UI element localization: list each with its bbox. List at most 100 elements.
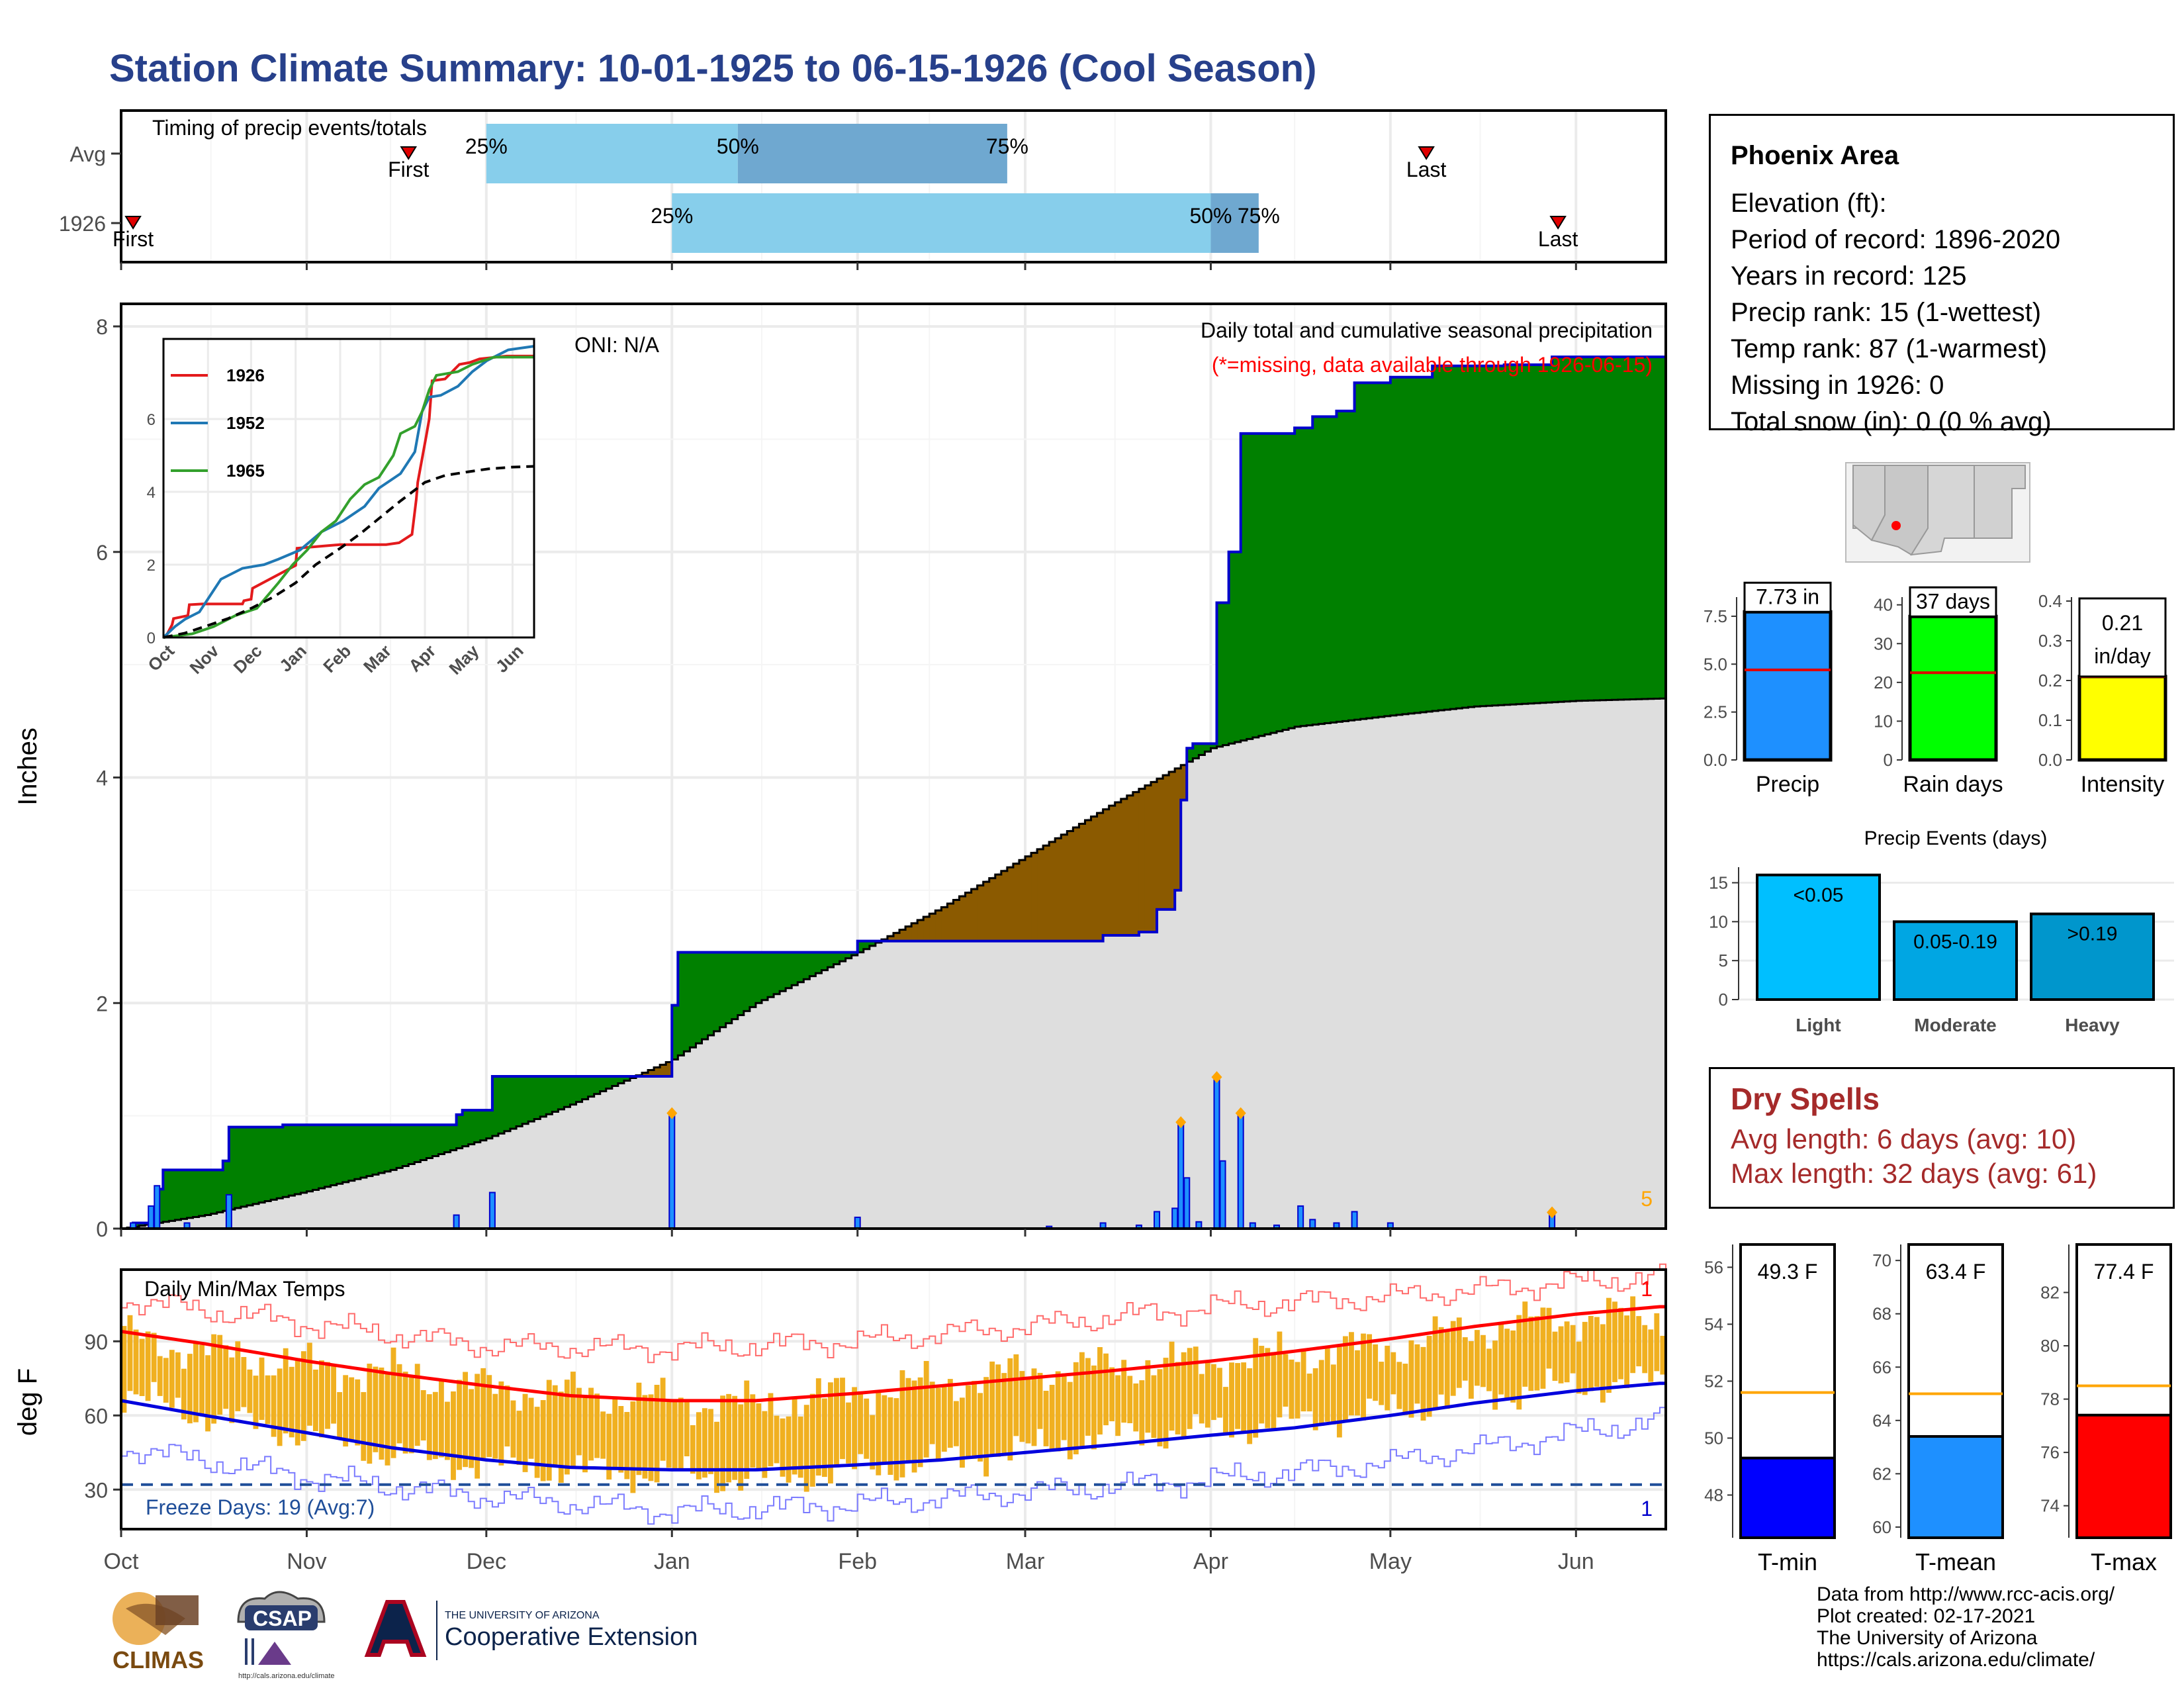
temp-summary-ytick-label: 60 <box>1872 1517 1891 1537</box>
daily-temp-bar <box>1241 1362 1247 1433</box>
daily-temp-bar <box>432 1391 438 1460</box>
daily-temp-bar <box>666 1401 672 1468</box>
daily-temp-bar <box>1522 1301 1528 1387</box>
info-precip-rank: Precip rank: 15 (1-wettest) <box>1731 298 2042 327</box>
temp-summary-ytick-label: 80 <box>2040 1336 2060 1356</box>
daily-temp-bar <box>1067 1382 1073 1460</box>
above-avg-fill <box>780 952 786 992</box>
daily-temp-bar <box>438 1380 444 1458</box>
daily-temp-bar <box>1115 1375 1121 1436</box>
daily-temp-bar <box>1510 1330 1516 1403</box>
info-years: Years in record: 125 <box>1731 261 1967 291</box>
month-label: Feb <box>838 1549 877 1574</box>
daily-temp-bar <box>995 1364 1001 1457</box>
temp-panel-title: Daily Min/Max Temps <box>144 1277 345 1301</box>
month-label: Oct <box>104 1549 139 1574</box>
inset-xtick-label: Dec <box>230 641 266 677</box>
daily-temp-bar <box>792 1397 797 1475</box>
above-avg-fill <box>839 952 846 962</box>
daily-temp-bar <box>528 1397 534 1459</box>
above-avg-fill <box>1187 748 1193 762</box>
summary-value-label: in/day <box>2094 644 2150 668</box>
above-avg-fill <box>815 952 823 974</box>
below-avg-fill <box>887 936 894 941</box>
events-bar-heavy <box>2030 912 2155 1002</box>
below-avg-fill <box>1079 823 1086 941</box>
above-avg-fill <box>528 1076 535 1122</box>
above-avg-fill <box>1629 357 1637 700</box>
daily-temp-bar <box>989 1361 995 1457</box>
daily-temp-bar <box>187 1354 193 1424</box>
inset-line <box>162 345 535 639</box>
precip-ytick-label: 2 <box>96 992 108 1015</box>
daily-temp-bar <box>660 1378 666 1461</box>
daily-temp-bar <box>265 1375 271 1425</box>
above-avg-fill <box>1606 357 1613 700</box>
summary-category-label: Intensity <box>2081 772 2165 797</box>
daily-temp-bar <box>1271 1352 1277 1430</box>
above-avg-fill <box>1264 433 1271 735</box>
inset-legend-label: 1952 <box>226 413 265 433</box>
above-avg-fill <box>246 1127 253 1205</box>
daily-temp-bar <box>492 1393 498 1459</box>
above-avg-fill <box>749 952 756 1008</box>
daily-temp-bar <box>1373 1344 1379 1401</box>
timing-first-label: First <box>388 158 429 181</box>
above-avg-fill <box>1426 377 1433 712</box>
above-avg-fill <box>1258 433 1265 736</box>
temp-summary-ytick-label: 56 <box>1704 1257 1723 1277</box>
below-avg-fill <box>1151 782 1158 932</box>
above-avg-fill <box>1378 383 1385 717</box>
above-avg-fill <box>354 1125 361 1180</box>
temp-summary-value-label: 63.4 F <box>1926 1260 1986 1284</box>
daily-temp-bar <box>1073 1362 1079 1454</box>
daily-temp-bar <box>1007 1358 1013 1461</box>
daily-temp-bar <box>726 1393 732 1483</box>
above-avg-fill <box>1617 357 1625 700</box>
above-avg-fill <box>827 952 835 968</box>
daily-temp-bar <box>480 1368 486 1458</box>
daily-temp-bar <box>420 1390 426 1441</box>
page-title: Station Climate Summary: 10-01-1925 to 0… <box>109 47 1317 90</box>
daily-temp-bar <box>1324 1346 1330 1422</box>
daily-temp-bar <box>1061 1373 1067 1440</box>
above-avg-fill <box>1522 364 1529 704</box>
daily-temp-bar <box>1157 1369 1163 1447</box>
above-avg-fill <box>1612 357 1619 700</box>
above-avg-fill <box>540 1076 547 1117</box>
daily-temp-bar <box>564 1380 570 1475</box>
below-avg-fill <box>1169 772 1175 910</box>
daily-temp-bar <box>648 1394 654 1481</box>
daily-temp-bar <box>504 1385 510 1447</box>
daily-temp-bar <box>720 1395 725 1491</box>
daily-temp-bar <box>379 1367 385 1460</box>
below-avg-fill <box>947 903 954 941</box>
above-avg-fill <box>1462 365 1469 708</box>
daily-temp-bar <box>145 1331 151 1401</box>
below-avg-fill <box>911 923 918 941</box>
above-avg-fill <box>486 1110 493 1139</box>
daily-temp-bar <box>905 1378 911 1461</box>
daily-temp-bar <box>887 1397 893 1476</box>
inset-xtick-label: Feb <box>319 641 355 677</box>
timing-pct-label: 75% <box>1238 204 1280 228</box>
temp-summary-ytick-label: 82 <box>2040 1282 2060 1302</box>
above-avg-fill <box>300 1125 308 1193</box>
summary-ytick-label: 10 <box>1874 711 1893 731</box>
daily-temp-bar <box>475 1374 480 1479</box>
above-avg-fill <box>576 1076 583 1102</box>
observed-cumulative-line <box>121 355 1666 1230</box>
credit-plot-created: Plot created: 02-17-2021 <box>1817 1605 2036 1627</box>
info-snow: Total snow (in): 0 (0 % avg) <box>1731 407 2052 436</box>
temp-summary-ytick-label: 50 <box>1704 1428 1723 1448</box>
daily-precip-bar <box>1171 1207 1179 1229</box>
below-avg-fill <box>660 1064 666 1077</box>
temp-summary-category-label: T-mean <box>1915 1548 1996 1575</box>
temp-summary-ytick-label: 62 <box>1872 1464 1891 1483</box>
daily-temp-bar <box>1259 1346 1265 1424</box>
daily-temp-bar <box>1582 1321 1588 1395</box>
above-avg-fill <box>570 1076 577 1105</box>
above-avg-fill <box>1324 416 1331 724</box>
daily-temp-bar <box>414 1364 420 1446</box>
daily-temp-bar <box>445 1401 450 1460</box>
